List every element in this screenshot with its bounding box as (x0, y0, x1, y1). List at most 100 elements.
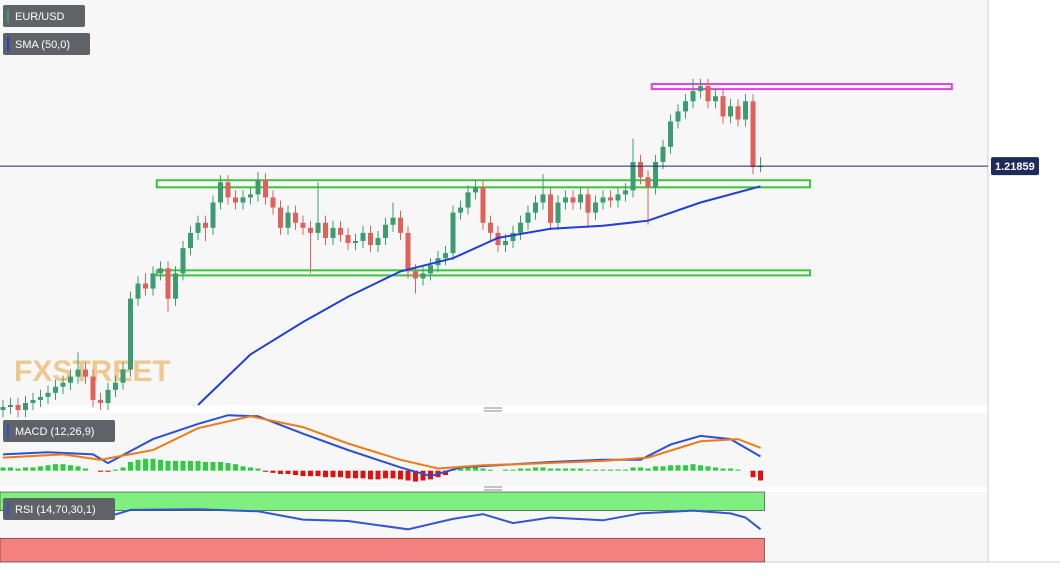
candle-body (353, 240, 359, 243)
histogram-bar (758, 470, 764, 481)
histogram-bar (653, 466, 659, 471)
histogram-bar (233, 464, 239, 471)
candle-body (210, 202, 216, 228)
candle-body (15, 405, 21, 411)
histogram-bar (480, 468, 486, 471)
candle-body (705, 86, 711, 102)
candle-body (218, 182, 224, 203)
histogram-bar (270, 470, 276, 473)
candle-body (315, 222, 321, 233)
candle-body (420, 273, 426, 279)
histogram-bar (375, 470, 381, 480)
candle-body (203, 222, 209, 228)
candle-body (255, 180, 261, 195)
histogram-bar (465, 466, 471, 471)
histogram-bar (510, 469, 516, 471)
candle-body (375, 237, 381, 246)
histogram-bar (720, 468, 726, 471)
line-series (197, 185, 761, 406)
candle-body (278, 207, 284, 228)
tag-box (3, 420, 115, 442)
oversold-band (0, 537, 765, 563)
candle-body (233, 197, 239, 203)
candle-body (713, 96, 719, 102)
histogram-bar (360, 470, 366, 479)
histogram-bar (503, 469, 509, 471)
histogram-bar (75, 466, 81, 471)
histogram-bar (8, 467, 14, 471)
candle-body (585, 194, 591, 213)
histogram-bar (578, 468, 584, 471)
histogram-bar (585, 469, 591, 471)
histogram-bar (600, 469, 606, 471)
histogram-bar (713, 467, 719, 471)
histogram-bar (668, 465, 674, 471)
labels-layer: 1.21859 (991, 157, 1039, 176)
sma-tag: SMA (50,0) (3, 33, 90, 55)
candle-body (555, 202, 561, 223)
histogram-bar (53, 464, 59, 471)
histogram-bar (240, 466, 246, 471)
last-price-box (991, 157, 1039, 176)
candle-body (338, 227, 344, 235)
macd-tag: MACD (12,26,9) (3, 420, 115, 442)
candle-body (563, 197, 569, 203)
histogram-bar (675, 465, 681, 471)
candle-body (413, 271, 419, 279)
histogram-bar (248, 467, 254, 471)
histogram-bar (158, 459, 164, 471)
candle-body (548, 194, 554, 223)
candle-body (143, 283, 149, 289)
histogram-bar (443, 470, 449, 476)
chart-title: EUR/USD (15, 11, 65, 23)
histogram-bar (135, 459, 141, 471)
histogram-bar (705, 466, 711, 471)
histogram-bar (23, 467, 29, 471)
histogram-bar (128, 461, 134, 471)
histogram-bar (173, 460, 179, 471)
histogram-bar (563, 468, 569, 471)
histogram-bar (210, 461, 216, 471)
histogram-bar (608, 469, 614, 471)
candle-body (285, 212, 291, 228)
histogram-bar (750, 470, 756, 478)
candle-body (173, 273, 179, 299)
candle-body (23, 402, 29, 411)
candle-body (188, 232, 194, 249)
histogram-bar (278, 470, 284, 474)
histogram-bar (345, 470, 351, 479)
line-series (2, 415, 761, 470)
candle-body (345, 234, 351, 243)
histogram-bar (398, 470, 404, 480)
candle-body (30, 399, 36, 403)
histogram-bar (338, 470, 344, 478)
candle-body (390, 217, 396, 225)
histogram-bar (300, 470, 306, 477)
histogram-bar (165, 460, 171, 471)
candle-body (248, 194, 254, 198)
histogram-bar (413, 470, 419, 482)
histogram-bar (195, 460, 201, 471)
histogram-bar (285, 470, 291, 474)
histogram-bar (150, 458, 156, 471)
price-zone (650, 83, 953, 91)
line-series (2, 508, 762, 531)
candle-body (225, 182, 231, 198)
histogram-bar (735, 469, 741, 471)
candle-body (53, 386, 59, 393)
histogram-bar (728, 468, 734, 471)
candle-body (105, 389, 111, 403)
candle-body (668, 121, 674, 147)
candle-body (600, 197, 606, 203)
histogram-bar (638, 467, 644, 471)
candle-body (293, 212, 299, 223)
candle-body (158, 268, 164, 274)
candle-body (263, 180, 269, 198)
candle-body (578, 194, 584, 203)
histogram-bar (308, 470, 314, 477)
candle-body (735, 106, 741, 120)
candle-body (623, 190, 629, 195)
histogram-bar (315, 470, 321, 477)
histogram-bar (593, 469, 599, 471)
legend-entry: SMA (50,0) (15, 39, 70, 51)
